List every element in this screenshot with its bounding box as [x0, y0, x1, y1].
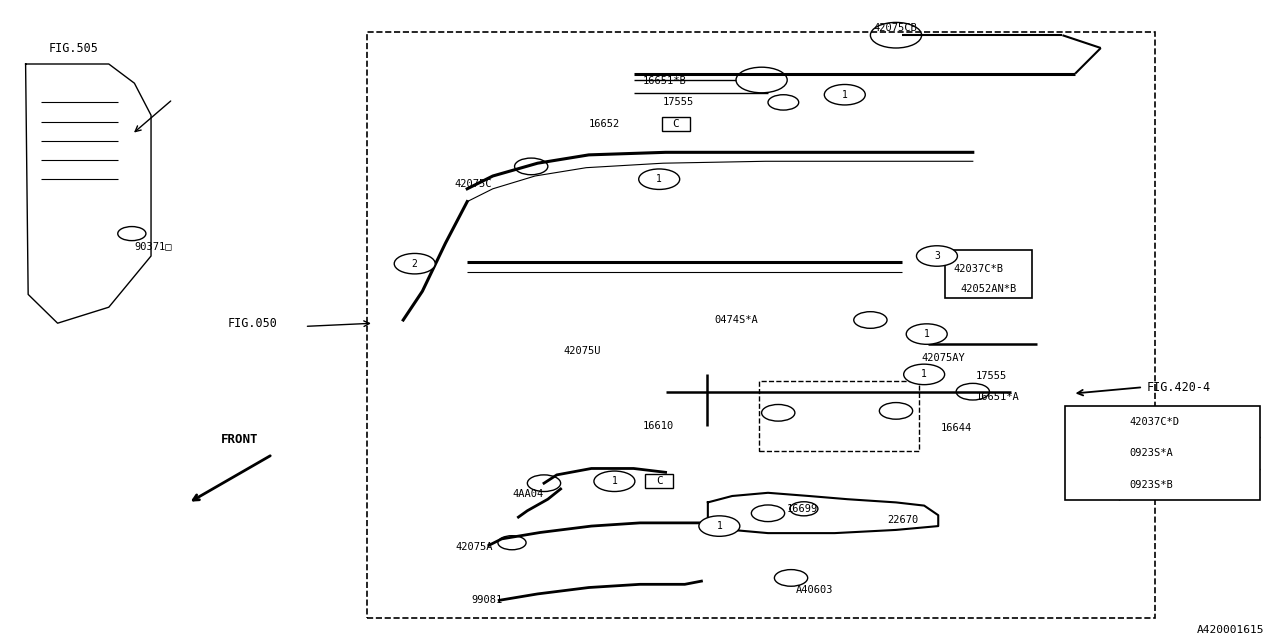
Circle shape — [1074, 476, 1110, 493]
Circle shape — [916, 246, 957, 266]
Text: 42037C*D: 42037C*D — [1129, 417, 1179, 426]
Bar — [945, 250, 1032, 298]
Bar — [662, 117, 690, 131]
Text: 17555: 17555 — [663, 97, 694, 108]
Text: FRONT: FRONT — [220, 433, 259, 445]
Text: 2: 2 — [412, 259, 417, 269]
Text: 42075CB: 42075CB — [873, 22, 916, 33]
Text: FIG.420-4: FIG.420-4 — [1147, 381, 1211, 394]
Text: 1: 1 — [657, 174, 662, 184]
Bar — [1065, 406, 1260, 500]
Text: 17555: 17555 — [975, 371, 1006, 381]
Circle shape — [824, 84, 865, 105]
Text: 1: 1 — [1089, 417, 1094, 426]
Text: 16651*A: 16651*A — [975, 392, 1019, 402]
Text: 42075C: 42075C — [454, 179, 492, 189]
Circle shape — [904, 364, 945, 385]
Text: 16652: 16652 — [589, 119, 620, 129]
Circle shape — [699, 516, 740, 536]
Text: A420001615: A420001615 — [1197, 625, 1265, 636]
Text: 1: 1 — [924, 329, 929, 339]
Text: 1: 1 — [717, 521, 722, 531]
Text: 16644: 16644 — [941, 422, 972, 433]
Text: 42075A: 42075A — [456, 542, 493, 552]
Text: 90371□: 90371□ — [134, 241, 172, 252]
Text: 1: 1 — [842, 90, 847, 100]
Text: 1: 1 — [922, 369, 927, 380]
Bar — [367, 32, 1155, 618]
Circle shape — [1074, 413, 1110, 431]
Text: 99081: 99081 — [471, 595, 502, 605]
Text: 1: 1 — [612, 476, 617, 486]
Bar — [645, 474, 673, 488]
Text: 42052AN*B: 42052AN*B — [960, 284, 1016, 294]
Text: 2: 2 — [1089, 448, 1094, 458]
Text: 16699: 16699 — [787, 504, 818, 515]
Text: 42075AY: 42075AY — [922, 353, 965, 364]
Circle shape — [906, 324, 947, 344]
Text: FIG.050: FIG.050 — [228, 317, 278, 330]
Text: 42037C*B: 42037C*B — [954, 264, 1004, 274]
Bar — [759, 381, 919, 451]
Text: 22670: 22670 — [887, 515, 918, 525]
Circle shape — [394, 253, 435, 274]
Text: 16610: 16610 — [643, 420, 673, 431]
Text: 3: 3 — [934, 251, 940, 261]
Text: C: C — [672, 119, 680, 129]
Text: A40603: A40603 — [796, 585, 833, 595]
Circle shape — [594, 471, 635, 492]
Text: C: C — [655, 476, 663, 486]
Circle shape — [639, 169, 680, 189]
Text: 42075U: 42075U — [563, 346, 600, 356]
Circle shape — [1074, 444, 1110, 462]
Text: FIG.505: FIG.505 — [49, 42, 99, 54]
Text: 0923S*A: 0923S*A — [1129, 448, 1172, 458]
Text: 0474S*A: 0474S*A — [714, 315, 758, 325]
Text: 3: 3 — [1089, 480, 1094, 490]
Text: 4AA04: 4AA04 — [512, 489, 543, 499]
Text: 16651*B: 16651*B — [643, 76, 686, 86]
Text: 0923S*B: 0923S*B — [1129, 480, 1172, 490]
